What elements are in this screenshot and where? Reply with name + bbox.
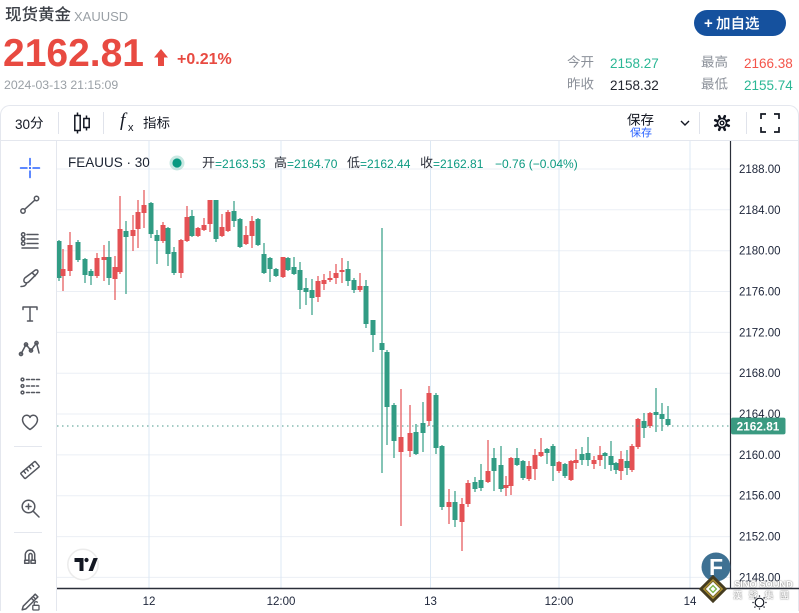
svg-text:2156.00: 2156.00 [739,491,781,503]
svg-text:2162.81: 2162.81 [737,419,780,433]
svg-text:12: 12 [143,596,156,608]
svg-text:13: 13 [424,596,437,608]
svg-text:2172.00: 2172.00 [739,327,781,339]
svg-text:SINO SOUND: SINO SOUND [734,580,793,591]
svg-text:12:00: 12:00 [545,596,574,608]
svg-text:2176.00: 2176.00 [739,287,781,299]
svg-text:12:00: 12:00 [267,596,296,608]
svg-text:2168.00: 2168.00 [739,368,781,380]
svg-text:2148.00: 2148.00 [739,572,781,584]
svg-text:2152.00: 2152.00 [739,532,781,544]
svg-text:2188.00: 2188.00 [739,164,781,176]
svg-text:SINO SOUND: SINO SOUND [734,580,793,591]
svg-text:2184.00: 2184.00 [739,205,781,217]
svg-text:14: 14 [684,596,697,608]
svg-text:2180.00: 2180.00 [739,246,781,258]
svg-text:2160.00: 2160.00 [739,450,781,462]
svg-text:F: F [709,554,723,580]
